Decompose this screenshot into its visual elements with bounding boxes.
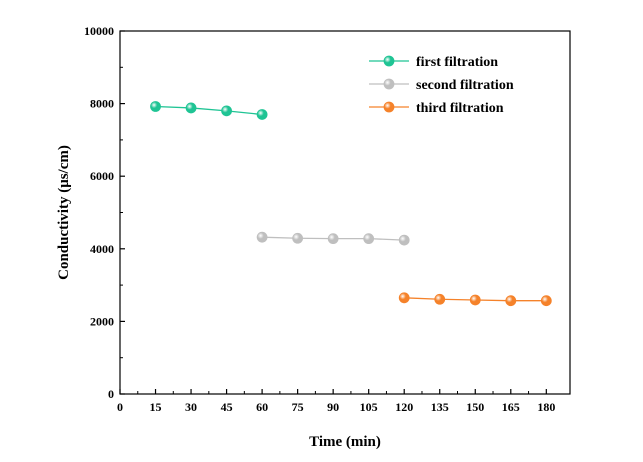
legend-item: second filtration: [369, 78, 514, 93]
x-tick-label: 105: [360, 400, 378, 414]
data-point: [150, 101, 161, 112]
x-tick-label: 165: [502, 400, 520, 414]
legend-label: second filtration: [416, 78, 514, 93]
x-tick-label: 120: [395, 400, 413, 414]
legend-marker: [383, 101, 395, 113]
y-tick-label: 8000: [90, 97, 114, 111]
x-tick-label: 135: [431, 400, 449, 414]
y-axis-title: Conductivity (μs/cm): [56, 145, 72, 280]
legend-label: third filtration: [416, 101, 504, 116]
x-tick-label: 180: [537, 400, 555, 414]
y-tick-label: 4000: [90, 242, 114, 256]
data-point: [398, 292, 410, 304]
data-point: [434, 293, 446, 305]
data-point: [540, 295, 552, 307]
series-layer: [150, 101, 552, 307]
y-axis: 0 2000 4000 6000 8000 10000: [84, 24, 125, 401]
legend-marker: [383, 55, 395, 67]
x-tick-label: 75: [292, 400, 304, 414]
data-point: [505, 295, 517, 307]
x-tick-label: 90: [327, 400, 339, 414]
y-tick-label: 10000: [84, 24, 114, 38]
x-axis-title: Time (min): [309, 434, 381, 450]
y-tick-label: 0: [108, 387, 114, 401]
x-tick-label: 60: [256, 400, 268, 414]
data-point: [398, 234, 410, 246]
y-tick-label: 6000: [90, 169, 114, 183]
legend: first filtration second filtration third f…: [369, 55, 514, 116]
data-point: [256, 231, 268, 243]
legend-item: first filtration: [369, 55, 498, 70]
series-2: [256, 231, 410, 246]
series-line: [155, 105, 263, 116]
y-tick-label: 2000: [90, 314, 114, 328]
legend-marker: [383, 78, 395, 90]
x-tick-label: 30: [185, 400, 197, 414]
data-point: [292, 232, 304, 244]
data-point: [221, 105, 232, 117]
series-3: [398, 292, 552, 307]
data-point: [185, 102, 197, 114]
x-tick-label: 15: [150, 400, 162, 414]
series-1: [150, 101, 268, 120]
x-axis: 0 15 30 45 60 75 90 105 120 135 150 165 180: [117, 389, 555, 414]
data-point: [327, 233, 339, 245]
x-tick-label: 150: [466, 400, 484, 414]
data-point: [363, 233, 375, 245]
legend-item: third filtration: [369, 101, 504, 116]
data-point: [256, 109, 268, 120]
x-tick-label: 45: [221, 400, 233, 414]
legend-label: first filtration: [416, 55, 498, 70]
data-point: [469, 294, 481, 306]
x-tick-label: 0: [117, 400, 123, 414]
